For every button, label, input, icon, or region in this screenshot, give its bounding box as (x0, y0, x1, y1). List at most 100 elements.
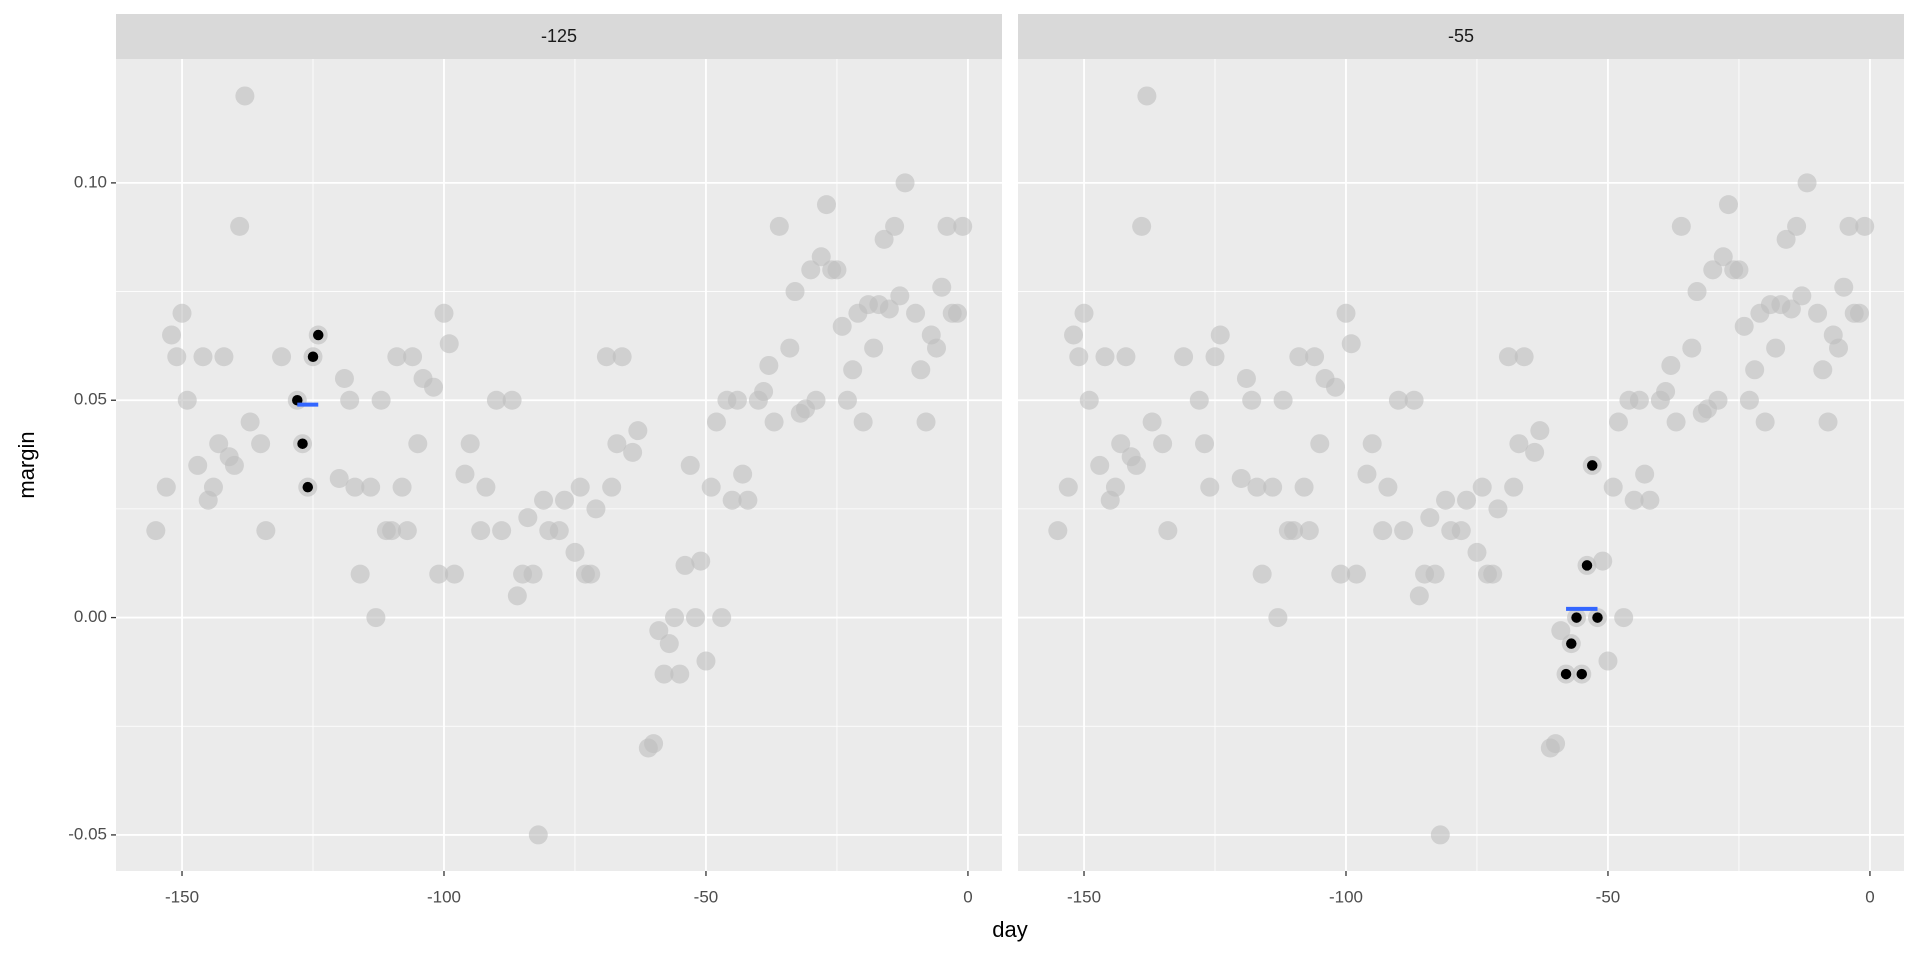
point (1074, 303, 1094, 323)
point (1132, 216, 1152, 236)
point (701, 477, 721, 497)
point (1341, 334, 1361, 354)
point (1766, 338, 1786, 358)
point (816, 195, 836, 215)
point (780, 338, 800, 358)
point (1142, 412, 1162, 432)
point (911, 360, 931, 380)
point (371, 390, 391, 410)
point (224, 455, 244, 475)
point (1818, 412, 1838, 432)
point (340, 390, 360, 410)
point (1855, 216, 1875, 236)
point (251, 434, 271, 454)
point (523, 564, 543, 584)
point (570, 477, 590, 497)
point (565, 542, 585, 562)
point (837, 390, 857, 410)
point (1268, 608, 1288, 628)
point (549, 521, 569, 541)
point (1457, 490, 1477, 510)
point (691, 551, 711, 571)
point (1530, 421, 1550, 441)
point (1483, 564, 1503, 584)
highlight-point (1559, 667, 1573, 681)
point (382, 521, 402, 541)
point (1331, 564, 1351, 584)
point (932, 277, 952, 297)
point (1525, 442, 1545, 462)
point (1373, 521, 1393, 541)
point (1598, 651, 1618, 671)
point (486, 390, 506, 410)
point (471, 521, 491, 541)
point (1326, 377, 1346, 397)
point (628, 421, 648, 441)
panel (116, 59, 1002, 871)
point (434, 303, 454, 323)
point (685, 608, 705, 628)
point (240, 412, 260, 432)
point (1739, 390, 1759, 410)
point (1661, 355, 1681, 375)
point (1137, 86, 1157, 106)
point (424, 377, 444, 397)
point (1813, 360, 1833, 380)
highlight-point (306, 350, 320, 364)
highlight-point (1590, 610, 1605, 625)
point (722, 490, 742, 510)
point (586, 499, 606, 519)
point (177, 390, 197, 410)
point (1116, 347, 1136, 367)
point (785, 282, 805, 302)
point (1603, 477, 1623, 497)
highlight-point (1564, 636, 1579, 651)
point (502, 390, 522, 410)
point (172, 303, 192, 323)
strip (116, 14, 1002, 59)
point (1734, 316, 1754, 336)
point (659, 634, 679, 654)
point (1436, 490, 1456, 510)
point (1394, 521, 1414, 541)
highlight-point (311, 328, 325, 342)
point (937, 216, 957, 236)
strip-label: -125 (541, 26, 577, 46)
point (1745, 360, 1765, 380)
point (188, 455, 208, 475)
point (1362, 434, 1382, 454)
y-tick-label: 0.05 (74, 390, 107, 409)
point (1546, 734, 1566, 754)
point (256, 521, 276, 541)
point (727, 390, 747, 410)
x-tick-label: -100 (1329, 887, 1363, 906)
point (1703, 260, 1723, 280)
point (1310, 434, 1330, 454)
point (811, 247, 831, 267)
point (906, 303, 926, 323)
point (1069, 347, 1089, 367)
point (1195, 434, 1215, 454)
highlight-point (1569, 610, 1584, 625)
point (439, 334, 459, 354)
point (214, 347, 234, 367)
point (806, 390, 826, 410)
point (345, 477, 365, 497)
point (1189, 390, 1209, 410)
point (460, 434, 480, 454)
point (1200, 477, 1220, 497)
x-tick-label: -50 (1596, 887, 1621, 906)
point (1488, 499, 1508, 519)
point (759, 355, 779, 375)
point (408, 434, 428, 454)
point (879, 299, 899, 319)
highlight-point (301, 480, 315, 494)
point (1064, 325, 1084, 345)
point (1682, 338, 1702, 358)
point (403, 347, 423, 367)
point (1048, 521, 1068, 541)
point (350, 564, 370, 584)
point (1472, 477, 1492, 497)
point (733, 464, 753, 484)
